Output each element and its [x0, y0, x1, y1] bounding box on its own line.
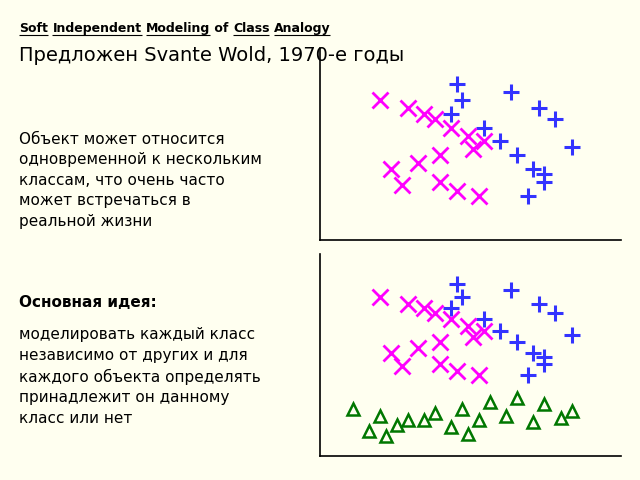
Text: моделировать каждый класс
независимо от других и для
каждого объекта определять
: моделировать каждый класс независимо от … [19, 327, 261, 426]
Text: Modeling: Modeling [146, 22, 210, 35]
Text: Soft: Soft [19, 22, 48, 35]
Text: of: of [210, 22, 233, 35]
Text: Independent: Independent [52, 22, 141, 35]
Text: Analogy: Analogy [274, 22, 330, 35]
Text: Предложен Svante Wold, 1970-е годы: Предложен Svante Wold, 1970-е годы [19, 46, 404, 65]
Text: Основная идея:: Основная идея: [19, 295, 157, 310]
Text: Объект может относится
одновременной к нескольким
классам, что очень часто
может: Объект может относится одновременной к н… [19, 132, 262, 228]
Text: Class: Class [233, 22, 269, 35]
